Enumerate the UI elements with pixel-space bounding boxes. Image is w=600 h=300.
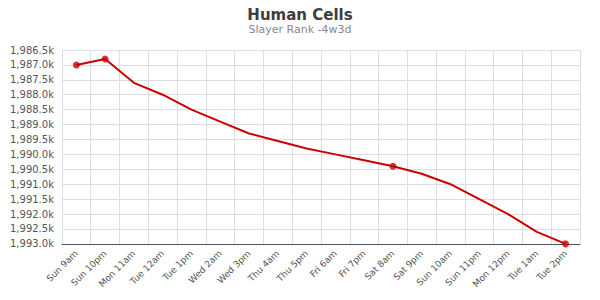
svg-text:Thu 5pm: Thu 5pm — [274, 248, 310, 284]
svg-text:1,989.5k: 1,989.5k — [10, 134, 54, 145]
svg-text:Fri 7pm: Fri 7pm — [336, 248, 368, 280]
svg-text:Sat 9pm: Sat 9pm — [391, 248, 426, 283]
svg-text:1,991.0k: 1,991.0k — [10, 179, 54, 190]
svg-text:1,988.5k: 1,988.5k — [10, 104, 54, 115]
svg-text:Human Cells: Human Cells — [247, 6, 352, 24]
svg-text:Tue 2pm: Tue 2pm — [534, 248, 569, 283]
svg-text:Mon 11am: Mon 11am — [96, 248, 138, 289]
svg-text:1,992.0k: 1,992.0k — [10, 209, 54, 220]
svg-text:Wed 3pm: Wed 3pm — [215, 248, 252, 285]
svg-text:1,990.0k: 1,990.0k — [10, 149, 54, 160]
svg-text:1,986.5k: 1,986.5k — [10, 45, 54, 56]
svg-text:Fri 6am: Fri 6am — [308, 248, 339, 279]
svg-text:Tue 12am: Tue 12am — [127, 248, 166, 287]
svg-text:1,987.0k: 1,987.0k — [10, 59, 54, 70]
svg-text:Slayer Rank -4w3d: Slayer Rank -4w3d — [248, 23, 351, 36]
svg-text:1,990.5k: 1,990.5k — [10, 164, 54, 175]
svg-text:1,993.0k: 1,993.0k — [10, 238, 54, 249]
svg-text:1,987.5k: 1,987.5k — [10, 74, 54, 85]
svg-text:Wed 2am: Wed 2am — [186, 248, 224, 286]
svg-text:Sun 10pm: Sun 10pm — [69, 248, 109, 288]
svg-text:Sat 8am: Sat 8am — [363, 248, 397, 282]
svg-text:1,991.5k: 1,991.5k — [10, 194, 54, 205]
svg-text:Tue 1am: Tue 1am — [506, 248, 541, 283]
svg-text:Mon 12pm: Mon 12pm — [471, 248, 512, 289]
svg-text:1,989.0k: 1,989.0k — [10, 119, 54, 130]
svg-text:Sun 10am: Sun 10am — [414, 248, 454, 288]
svg-text:Thu 4am: Thu 4am — [246, 248, 282, 284]
svg-text:Sun 9am: Sun 9am — [44, 248, 80, 284]
svg-text:Sun 11pm: Sun 11pm — [443, 248, 483, 288]
svg-text:Tue 1pm: Tue 1pm — [160, 248, 195, 283]
svg-text:1,992.5k: 1,992.5k — [10, 223, 54, 234]
svg-text:1,988.0k: 1,988.0k — [10, 89, 54, 100]
